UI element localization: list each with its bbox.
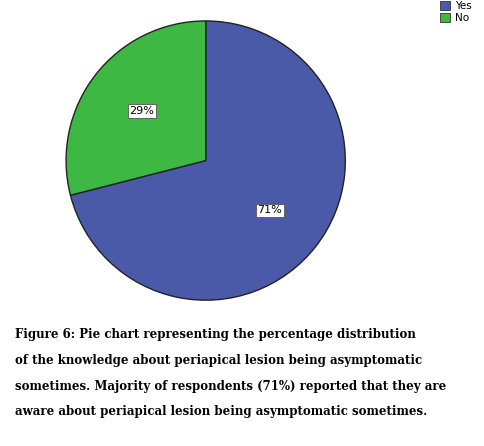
Wedge shape [66,21,206,195]
Text: 29%: 29% [129,106,154,116]
Text: sometimes. Majority of respondents (71%) reported that they are: sometimes. Majority of respondents (71%)… [15,380,446,392]
Text: aware about periapical lesion being asymptomatic sometimes.: aware about periapical lesion being asym… [15,405,427,418]
Text: 71%: 71% [257,205,282,215]
Text: Figure 6: Pie chart representing the percentage distribution: Figure 6: Pie chart representing the per… [15,328,415,341]
Wedge shape [71,21,345,300]
Text: of the knowledge about periapical lesion being asymptomatic: of the knowledge about periapical lesion… [15,354,422,367]
Legend: Yes, No: Yes, No [438,0,473,25]
